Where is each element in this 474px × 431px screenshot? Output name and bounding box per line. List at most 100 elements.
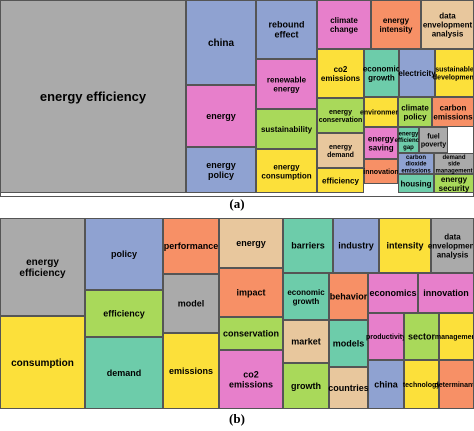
treemap-cell-label: energy intensity: [380, 16, 413, 34]
treemap-cell-label: energy efficiency: [40, 89, 147, 104]
treemap-cell-rect: [404, 313, 439, 360]
treemap-cell-label: data envelopment analysis: [428, 232, 474, 259]
treemap-cell-rect: [186, 0, 256, 85]
treemap-cell-rect: [439, 360, 474, 409]
treemap-cell-label: housing: [400, 179, 431, 188]
treemap-cell-rect: [364, 159, 398, 184]
treemap-cell-rect: [283, 218, 333, 273]
treemap-cell-energy-demand: energy demand: [317, 133, 364, 168]
treemap-cell-label: management: [435, 334, 474, 341]
treemap-cell-rect: [317, 168, 364, 193]
treemap-cell-label: fuel poverty: [421, 134, 446, 149]
treemap-cell-label: efficiency: [103, 309, 145, 319]
treemap-cell-china: china: [186, 0, 256, 85]
treemap-cell-energy: energy: [219, 218, 283, 268]
treemap-cell-energy-consumption: energy consumption: [256, 149, 317, 193]
treemap-cell-barriers: barriers: [283, 218, 333, 273]
treemap-cell-climate-policy: climate policy: [398, 97, 432, 127]
treemap-cell-label: efficiency: [322, 176, 359, 185]
treemap-cell-energy: energy: [186, 85, 256, 147]
treemap-cell-rect: [219, 268, 283, 317]
treemap-cell-performance: performance: [163, 218, 219, 274]
treemap-cell-label: performance: [164, 241, 219, 251]
treemap-cell-label: data envelopment analysis: [423, 11, 473, 38]
treemap-cell-data-envelopment-analysis: data envelopment analysis: [428, 218, 474, 273]
treemap-cell-label: barriers: [291, 241, 325, 251]
treemap-cell-energy-efficiency: energy efficiency: [0, 218, 85, 316]
treemap-cell-label: intensity: [386, 241, 423, 251]
treemap-cell-label: energy efficiency: [19, 257, 66, 279]
treemap-cell-energy-saving: energy saving: [364, 127, 398, 159]
treemap-cell-label: energy saving: [368, 134, 395, 152]
treemap-cell-carbon-dioxide-emissions: carbon dioxide emissions: [398, 153, 434, 174]
treemap-cell-rect: [435, 49, 474, 97]
treemap-cell-label: carbon emissions: [433, 103, 473, 121]
treemap-cell-label: energy conservation: [319, 109, 363, 124]
treemap-cell-rect: [163, 274, 219, 333]
treemap-cell-rect: [186, 147, 256, 193]
treemap-cell-rect: [85, 218, 163, 290]
treemap-cell-models: models: [329, 320, 368, 367]
treemap-cell-label: sustainability: [261, 125, 313, 134]
treemap-cell-carbon-emissions: carbon emissions: [432, 97, 474, 127]
treemap-cell-co2-emissions: co2 emissions: [317, 49, 364, 98]
treemap-cell-rect: [317, 133, 364, 168]
treemap-cell-label: environment: [360, 109, 403, 116]
treemap-cell-label: energy: [206, 111, 236, 121]
treemap-cell-label: climate change: [330, 16, 359, 34]
treemap-cell-data-envelopment-analysis: data envelopment analysis: [421, 0, 474, 49]
treemap-cell-label: energy security: [439, 175, 470, 193]
treemap-cell-rect: [398, 127, 419, 153]
treemap-cell-label: productivity: [366, 334, 406, 341]
treemap-cell-management: management: [435, 313, 474, 360]
treemap-cell-rect: [186, 85, 256, 147]
treemap-cell-label: models: [333, 339, 365, 349]
treemap-cell-label: energy policy: [206, 160, 236, 180]
treemap-cell-rect: [419, 127, 448, 153]
treemap-cell-label: sustainable development: [433, 67, 474, 82]
treemap-cell-demand: demand: [85, 337, 163, 409]
treemap-cell-label: china: [208, 38, 235, 49]
treemap-cell-label: energy: [236, 238, 266, 248]
treemap-cell-energy-conservation: energy conservation: [317, 98, 364, 133]
treemap-cell-label: china: [374, 380, 399, 390]
treemap-cell-demand-side-management: demand side management: [434, 153, 474, 174]
treemap-cell-china: china: [368, 360, 404, 409]
treemap-cell-efficiency: efficiency: [85, 290, 163, 337]
treemap-cell-rect: [85, 337, 163, 409]
treemap-cell-label: model: [178, 299, 205, 309]
caption-b: (b): [229, 411, 245, 426]
treemap-cell-label: climate policy: [401, 103, 429, 121]
treemap-cell-rect: [329, 367, 368, 409]
treemap-cell-behavior: behavior: [329, 273, 368, 320]
treemap-cell-rect: [0, 218, 85, 316]
treemap-cell-label: sector: [408, 332, 436, 342]
treemap-a-panel: energy efficiency china rebound effect clima…: [0, 0, 474, 197]
treemap-cell-rect: [0, 0, 186, 193]
treemap-cell-label: co2 emissions: [229, 370, 273, 390]
treemap-cell-market: market: [283, 320, 329, 363]
treemap-cell-label: economics: [369, 288, 416, 298]
treemap-cell-policy: policy: [85, 218, 163, 290]
treemap-cell-rect: [256, 109, 317, 149]
treemap-cell-label: innovation: [363, 169, 398, 176]
treemap-cell-impact: impact: [219, 268, 283, 317]
treemap-cell-innovation: innovation: [363, 159, 399, 184]
treemap-cell-label: energy consumption: [261, 162, 311, 180]
treemap-a: energy efficiency china rebound effect clima…: [0, 0, 474, 197]
treemap-cell-electricity: electricity: [398, 49, 436, 97]
treemap-cell-rect: [333, 218, 379, 273]
caption-a: (a): [229, 196, 245, 211]
treemap-cell-technology: technology: [403, 360, 440, 409]
treemap-cell-growth: growth: [283, 363, 329, 409]
treemap-cell-rect: [439, 313, 474, 360]
treemap-cell-sustainable-development: sustainable development: [433, 49, 474, 97]
treemap-cell-label: carbon dioxide emissions: [401, 155, 431, 174]
treemap-cell-rect: [329, 320, 368, 367]
treemap-cell-housing: housing: [398, 174, 434, 193]
treemap-cell-rect: [399, 49, 435, 97]
treemap-cell-rect: [418, 273, 474, 313]
treemap-cell-innovation: innovation: [418, 273, 474, 313]
treemap-cell-co2-emissions: co2 emissions: [219, 350, 283, 409]
treemap-cell-rect: [404, 360, 439, 409]
